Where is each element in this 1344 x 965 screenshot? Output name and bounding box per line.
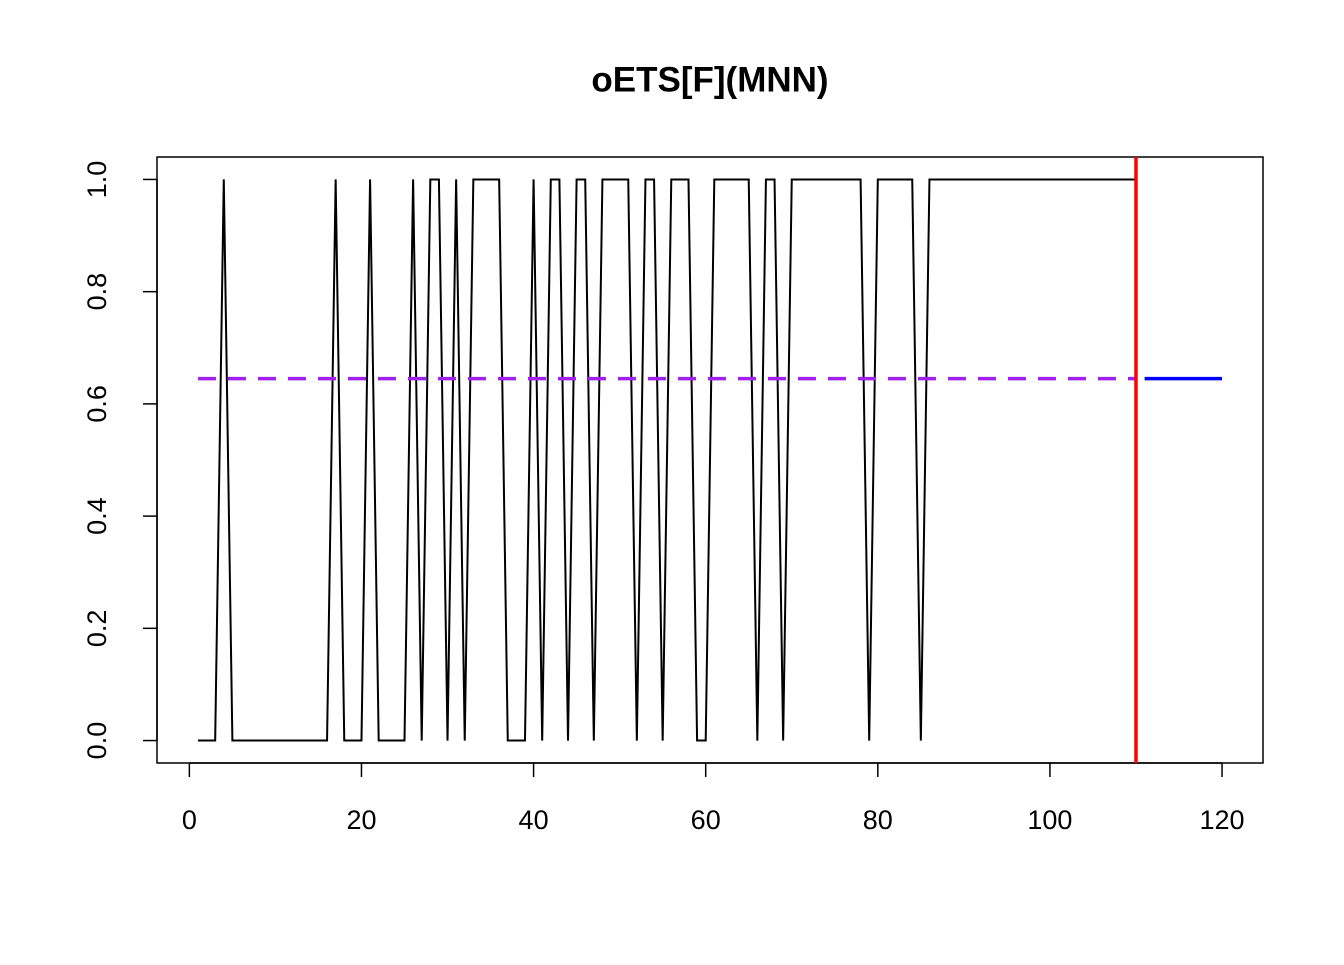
y-tick-label: 0.4 (82, 497, 112, 535)
x-tick-label: 120 (1200, 805, 1245, 835)
plot-frame (156, 156, 1264, 764)
y-tick-label: 0.6 (82, 385, 112, 423)
chart-title: oETS[F](MNN) (591, 60, 828, 99)
series-line (197, 178, 1136, 742)
x-tick-label: 80 (863, 805, 893, 835)
x-tick-label: 0 (182, 805, 197, 835)
y-tick-label: 0.0 (82, 722, 112, 760)
x-tick-label: 100 (1027, 805, 1072, 835)
y-tick-label: 0.2 (82, 610, 112, 648)
x-tick-label: 60 (691, 805, 721, 835)
x-tick-label: 40 (519, 805, 549, 835)
y-tick-label: 0.8 (82, 273, 112, 311)
x-tick-label: 20 (346, 805, 376, 835)
y-tick-label: 1.0 (82, 161, 112, 199)
